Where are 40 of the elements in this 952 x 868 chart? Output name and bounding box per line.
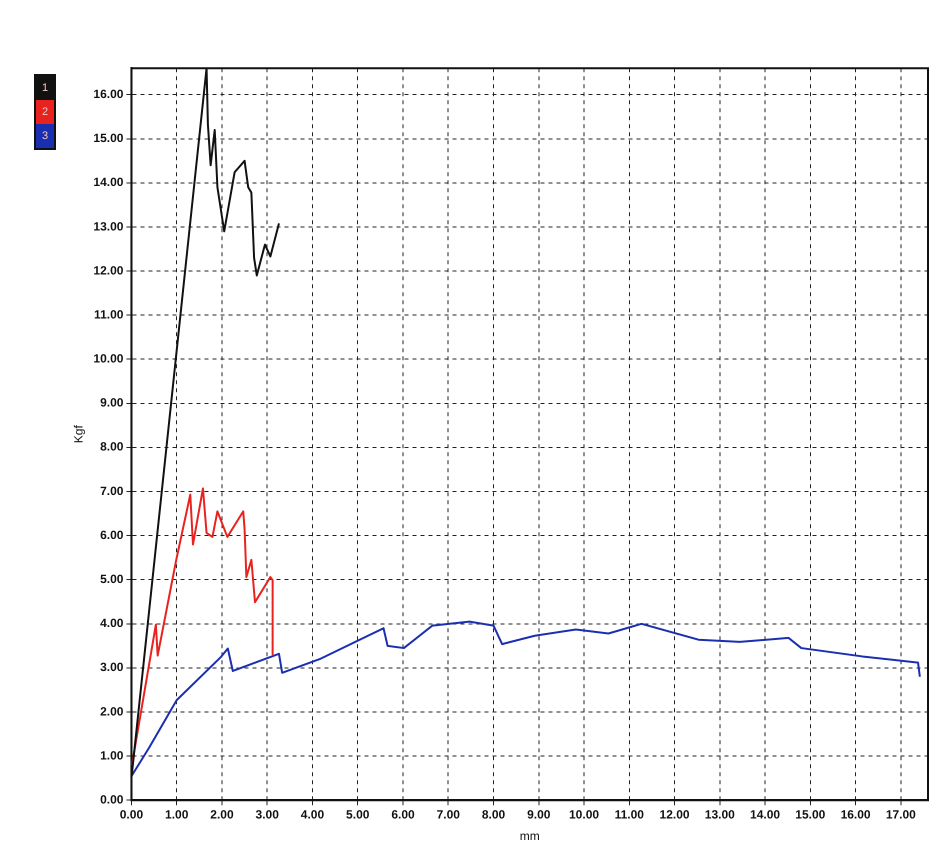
y-tick-label: 12.00 bbox=[93, 263, 124, 278]
x-tick-label: 5.00 bbox=[346, 808, 370, 822]
text: 2 bbox=[36, 100, 54, 124]
x-tick-label: 8.00 bbox=[482, 808, 506, 822]
x-tick-label: 3.00 bbox=[256, 808, 280, 822]
y-tick-label: 6.00 bbox=[100, 528, 124, 542]
y-tick-label: 1.00 bbox=[100, 748, 124, 762]
x-tick-label: 2.00 bbox=[210, 808, 234, 822]
y-tick-label: 14.00 bbox=[93, 175, 124, 190]
x-tick-label: 15.00 bbox=[795, 808, 826, 822]
x-tick-label: 4.00 bbox=[300, 808, 324, 822]
x-tick-label: 16.00 bbox=[840, 808, 871, 822]
x-tick-label: 14.00 bbox=[750, 808, 780, 822]
x-axis-title: mm bbox=[520, 829, 540, 844]
x-tick-label: 17.00 bbox=[886, 808, 916, 822]
x-tick-label: 1.00 bbox=[165, 808, 189, 822]
y-tick-label: 10.00 bbox=[93, 352, 124, 366]
y-tick-label: 5.00 bbox=[100, 572, 124, 586]
y-tick-label: 13.00 bbox=[93, 219, 124, 234]
x-tick-label: 7.00 bbox=[436, 808, 460, 822]
text: 3 bbox=[36, 124, 54, 148]
y-tick-label: 15.00 bbox=[93, 131, 124, 146]
y-tick-label: 7.00 bbox=[100, 484, 124, 498]
x-tick-label: 11.00 bbox=[614, 808, 644, 822]
x-tick-label: 9.00 bbox=[527, 808, 551, 822]
y-tick-label: 16.00 bbox=[93, 86, 124, 101]
y-tick-label: 2.00 bbox=[100, 704, 124, 718]
x-tick-label: 0.00 bbox=[120, 808, 144, 822]
text: 1 bbox=[36, 76, 54, 100]
y-tick-label: 4.00 bbox=[100, 616, 124, 630]
y-tick-label: 11.00 bbox=[94, 307, 124, 322]
x-tick-label: 13.00 bbox=[704, 808, 736, 822]
y-tick-label: 9.00 bbox=[100, 396, 124, 410]
x-tick-label: 6.00 bbox=[391, 808, 415, 822]
y-tick-label: 3.00 bbox=[100, 660, 124, 674]
y-tick-label: 8.00 bbox=[100, 440, 124, 454]
y-axis-title: Kgf bbox=[72, 424, 86, 444]
x-tick-label: 12.00 bbox=[660, 808, 690, 822]
y-tick-label: 0.00 bbox=[100, 792, 124, 807]
x-tick-label: 10.00 bbox=[569, 808, 600, 822]
